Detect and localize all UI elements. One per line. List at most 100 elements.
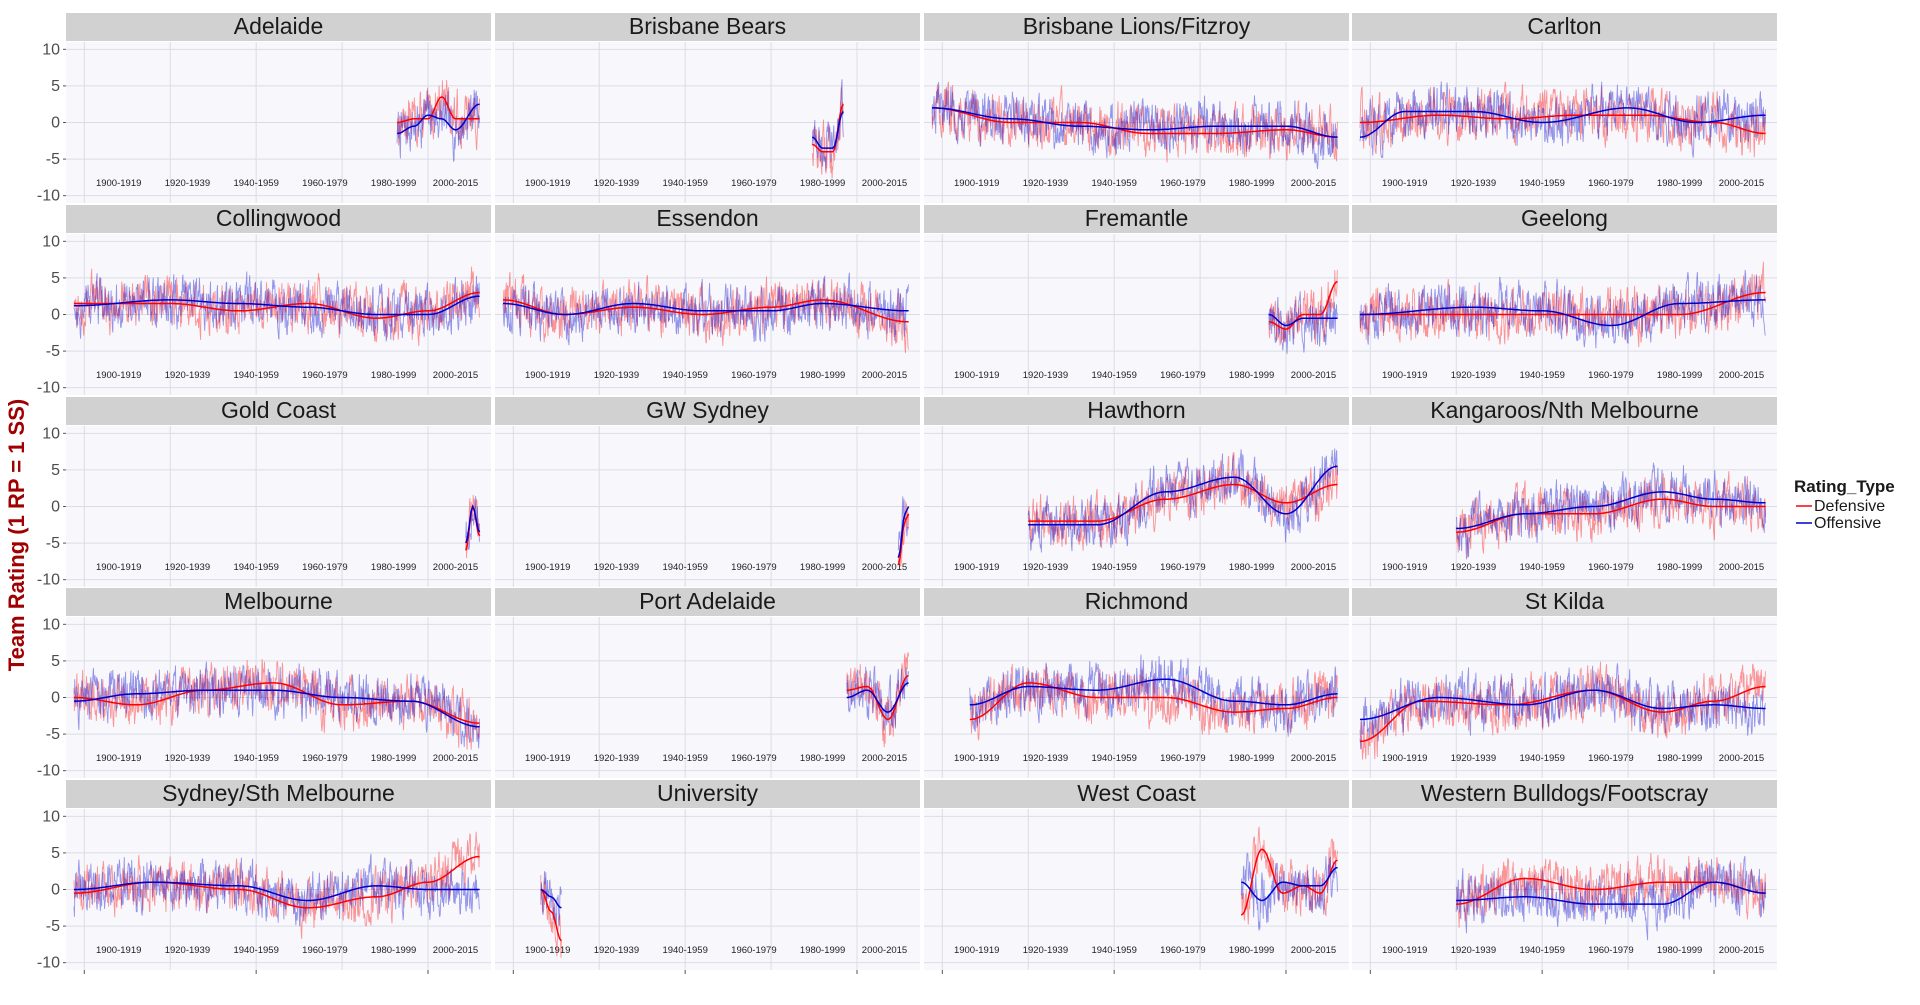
era-label: 1960-1979: [1160, 753, 1205, 764]
y-tick-label: 0: [51, 882, 60, 899]
era-label: 1980-1999: [1229, 945, 1274, 956]
era-label: 1900-1919: [525, 178, 570, 189]
offensive-trend-line: [1028, 465, 1338, 526]
era-label: 1940-1959: [233, 178, 278, 189]
era-label: 1900-1919: [96, 562, 141, 573]
era-label: 2000-2015: [862, 945, 907, 956]
offensive-trend-line: [74, 295, 480, 316]
era-label: 1900-1919: [96, 753, 141, 764]
era-label: 1940-1959: [662, 945, 707, 956]
panel-title: Essendon: [656, 205, 758, 231]
era-label: 1980-1999: [1657, 945, 1702, 956]
era-label: 1900-1919: [96, 945, 141, 956]
era-label: 1940-1959: [1091, 370, 1136, 381]
defensive-raw-line: [1027, 452, 1339, 551]
y-axis-label: Team Rating (1 RP = 1 SS): [4, 399, 29, 671]
era-label: 1900-1919: [1382, 370, 1427, 381]
panel-strip: [924, 205, 1349, 233]
offensive-raw-line: [1359, 269, 1766, 349]
y-tick-label: -10: [37, 955, 60, 972]
era-label: 1960-1979: [731, 370, 776, 381]
era-label: 1920-1939: [1023, 753, 1068, 764]
defensive-trend-line: [540, 888, 562, 942]
era-label: 1980-1999: [371, 370, 416, 381]
era-label: 1940-1959: [1519, 753, 1564, 764]
offensive-trend-line: [932, 107, 1338, 138]
offensive-raw-line: [1359, 81, 1766, 158]
era-label: 1940-1959: [662, 753, 707, 764]
era-label: 1900-1919: [525, 945, 570, 956]
panel-strip: [1352, 13, 1777, 41]
era-label: 1960-1979: [1588, 753, 1633, 764]
era-label: 1940-1959: [233, 370, 278, 381]
era-label: 1980-1999: [800, 178, 845, 189]
era-label: 2000-2015: [1719, 370, 1764, 381]
era-label: 1940-1959: [1519, 945, 1564, 956]
legend-label-defensive: Defensive: [1814, 498, 1885, 515]
panel-title: Gold Coast: [221, 397, 337, 423]
era-label: 1980-1999: [800, 945, 845, 956]
panel-strip: [924, 588, 1349, 616]
era-label: 1920-1939: [1451, 945, 1496, 956]
era-label: 1960-1979: [1160, 370, 1205, 381]
panel-grid: Adelaide 10 5 0 -5 -10 1900-1919 1920-1939 1940-…: [37, 13, 1777, 974]
defensive-raw-line: [73, 659, 480, 750]
panel-richmond: Richmond 1900-1919 1920-1939 1940-1959 1960-…: [924, 588, 1349, 778]
era-label: 1940-1959: [662, 178, 707, 189]
panel-strip: [66, 13, 491, 41]
era-label: 1920-1939: [1023, 562, 1068, 573]
panel-title: Port Adelaide: [639, 588, 776, 614]
panel-title: Brisbane Lions/Fitzroy: [1023, 13, 1251, 39]
offensive-trend-line: [969, 678, 1338, 706]
offensive-trend-line: [73, 689, 480, 728]
era-label: 1900-1919: [525, 753, 570, 764]
era-label: 1900-1919: [954, 753, 999, 764]
panel-brisbane-bears: Brisbane Bears 1900-1919 1920-1939 1940-195…: [495, 13, 920, 203]
y-tick-label: -5: [46, 343, 60, 360]
era-label: 1900-1919: [1382, 753, 1427, 764]
panel-strip: [924, 780, 1349, 808]
panel-strip: [495, 205, 920, 233]
era-label: 1900-1919: [954, 945, 999, 956]
y-tick-label: -5: [46, 535, 60, 552]
panel-sydney-sth-melbourne: Sydney/Sth Melbourne 10 5 0 -5 -10 1900-1919 19…: [37, 780, 491, 972]
defensive-raw-line: [73, 266, 480, 347]
panel-university: University 1900-1919 1920-1939 1940-1959 196…: [495, 780, 920, 970]
era-label: 1900-1919: [954, 370, 999, 381]
legend-label-offensive: Offensive: [1814, 515, 1881, 532]
era-label: 2000-2015: [862, 178, 907, 189]
era-label: 2000-2015: [862, 562, 907, 573]
era-label: 1960-1979: [731, 945, 776, 956]
era-label: 2000-2015: [433, 753, 478, 764]
era-label: 1960-1979: [731, 753, 776, 764]
era-label: 1940-1959: [662, 370, 707, 381]
panel-title: University: [657, 780, 758, 806]
offensive-trend-line: [846, 682, 909, 713]
era-label: 2000-2015: [1291, 753, 1336, 764]
panel-title: Western Bulldogs/Footscray: [1421, 780, 1709, 806]
era-label: 1900-1919: [1382, 562, 1427, 573]
era-label: 2000-2015: [433, 178, 478, 189]
y-tick-label: 10: [42, 233, 60, 250]
panel-title: Hawthorn: [1087, 397, 1185, 423]
era-label: 1980-1999: [1229, 753, 1274, 764]
defensive-raw-line: [1240, 826, 1338, 925]
era-label: 1980-1999: [1657, 370, 1702, 381]
era-label: 1920-1939: [1023, 178, 1068, 189]
era-label: 1960-1979: [302, 945, 347, 956]
era-label: 1960-1979: [1588, 370, 1633, 381]
era-label: 2000-2015: [1719, 945, 1764, 956]
era-label: 1920-1939: [594, 562, 639, 573]
offensive-raw-line: [1455, 462, 1767, 560]
defensive-trend-line: [932, 107, 1338, 138]
panel-title: Kangaroos/Nth Melbourne: [1430, 397, 1699, 423]
panel-title: Fremantle: [1085, 205, 1189, 231]
era-label: 1940-1959: [662, 562, 707, 573]
era-label: 1900-1919: [525, 370, 570, 381]
era-label: 1980-1999: [1657, 753, 1702, 764]
y-tick-label: 10: [42, 425, 60, 442]
era-label: 1920-1939: [165, 753, 210, 764]
defensive-raw-line: [1455, 852, 1767, 928]
panel-strip: [924, 13, 1349, 41]
